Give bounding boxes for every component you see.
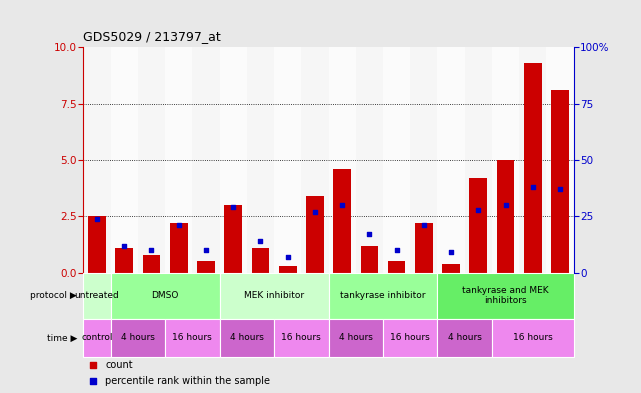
Bar <box>329 273 438 319</box>
Bar <box>219 47 247 273</box>
Text: 4 hours: 4 hours <box>339 333 372 342</box>
Bar <box>251 248 269 273</box>
Text: percentile rank within the sample: percentile rank within the sample <box>105 376 271 386</box>
Bar <box>383 47 410 273</box>
Bar <box>442 264 460 273</box>
Text: 16 hours: 16 hours <box>513 333 553 342</box>
Bar <box>111 273 219 319</box>
Point <box>146 247 156 253</box>
Bar <box>274 319 329 357</box>
Point <box>255 238 265 244</box>
Bar <box>497 160 515 273</box>
Bar <box>356 47 383 273</box>
Text: MEK inhibitor: MEK inhibitor <box>244 291 304 300</box>
Point <box>392 247 402 253</box>
Text: 16 hours: 16 hours <box>172 333 212 342</box>
Bar <box>524 63 542 273</box>
Bar <box>301 47 329 273</box>
Bar <box>410 47 438 273</box>
Point <box>413 154 423 160</box>
Bar <box>111 319 165 357</box>
Bar <box>329 319 383 357</box>
Bar <box>329 47 356 273</box>
Bar <box>519 47 546 273</box>
Text: tankyrase inhibitor: tankyrase inhibitor <box>340 291 426 300</box>
Bar <box>388 261 406 273</box>
Bar <box>383 319 438 357</box>
Point <box>283 254 293 260</box>
Text: untreated: untreated <box>74 291 119 300</box>
Text: 4 hours: 4 hours <box>230 333 263 342</box>
Point <box>92 215 102 222</box>
Text: count: count <box>105 360 133 370</box>
Point <box>337 202 347 208</box>
Bar <box>165 47 192 273</box>
Text: 16 hours: 16 hours <box>281 333 321 342</box>
Point <box>473 206 483 213</box>
Bar <box>115 248 133 273</box>
Bar <box>138 47 165 273</box>
Text: 16 hours: 16 hours <box>390 333 430 342</box>
Bar <box>224 205 242 273</box>
Bar <box>142 255 160 273</box>
Bar <box>88 217 106 273</box>
Bar <box>492 319 574 357</box>
Text: DMSO: DMSO <box>151 291 179 300</box>
Bar <box>551 90 569 273</box>
Bar <box>219 319 274 357</box>
Point <box>174 222 184 228</box>
Bar <box>279 266 297 273</box>
Bar <box>170 223 188 273</box>
Text: 4 hours: 4 hours <box>121 333 154 342</box>
Point <box>364 231 374 237</box>
Bar <box>111 47 138 273</box>
Bar <box>415 223 433 273</box>
Text: protocol ▶: protocol ▶ <box>30 291 77 300</box>
Point <box>419 222 429 228</box>
Bar <box>465 47 492 273</box>
Point <box>446 249 456 255</box>
Bar <box>438 273 574 319</box>
Text: tankyrase and MEK
inhibitors: tankyrase and MEK inhibitors <box>462 286 549 305</box>
Point <box>555 186 565 193</box>
Point <box>228 204 238 211</box>
Point <box>528 184 538 190</box>
Bar <box>546 47 574 273</box>
Bar <box>247 47 274 273</box>
Bar <box>219 273 329 319</box>
Point <box>310 209 320 215</box>
Bar <box>438 319 492 357</box>
Bar <box>197 261 215 273</box>
Bar <box>333 169 351 273</box>
Bar <box>165 319 219 357</box>
Bar <box>83 47 111 273</box>
Text: control: control <box>81 333 113 342</box>
Text: GDS5029 / 213797_at: GDS5029 / 213797_at <box>83 30 221 43</box>
Bar <box>83 319 111 357</box>
Bar <box>492 47 519 273</box>
Bar <box>360 246 378 273</box>
Bar <box>469 178 487 273</box>
Point <box>201 247 211 253</box>
Text: time ▶: time ▶ <box>47 333 77 342</box>
Point <box>119 242 129 249</box>
Text: 4 hours: 4 hours <box>448 333 481 342</box>
Bar <box>306 196 324 273</box>
Point <box>501 202 511 208</box>
Bar <box>192 47 219 273</box>
Point <box>413 298 423 304</box>
Bar <box>438 47 465 273</box>
Bar <box>83 273 111 319</box>
Bar <box>274 47 301 273</box>
